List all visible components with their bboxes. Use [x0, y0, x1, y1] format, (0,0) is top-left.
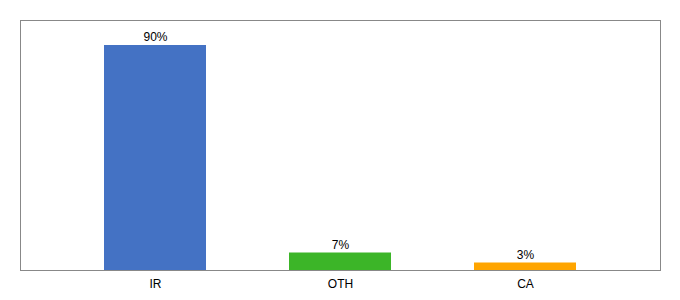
svg-text:CA: CA: [517, 277, 534, 291]
svg-text:90%: 90%: [143, 30, 167, 44]
svg-text:IR: IR: [150, 277, 162, 291]
svg-text:OTH: OTH: [328, 277, 353, 291]
svg-text:7%: 7%: [332, 238, 350, 252]
svg-text:3%: 3%: [517, 248, 535, 262]
